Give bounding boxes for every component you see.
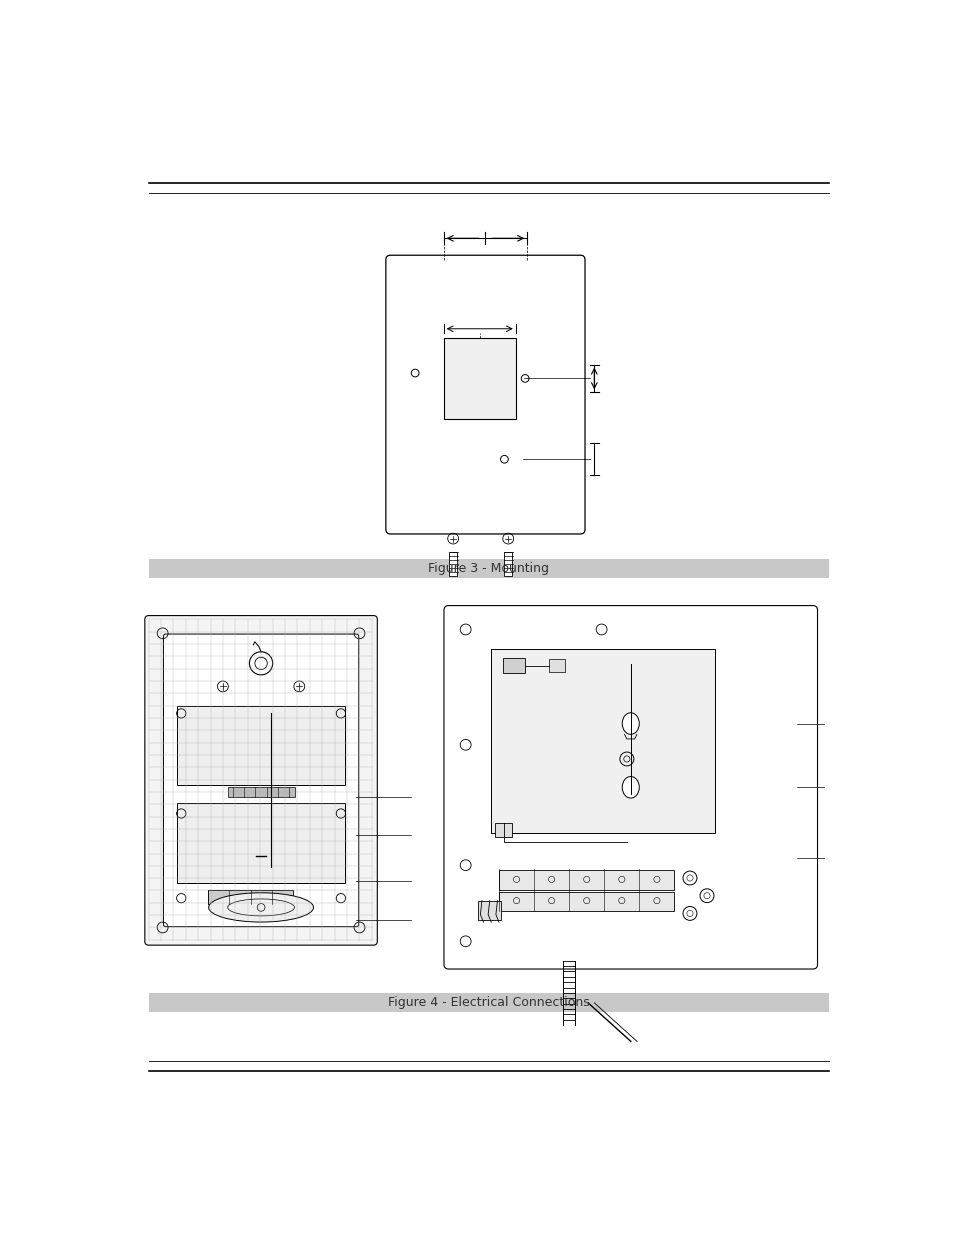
Bar <box>449 552 456 576</box>
Ellipse shape <box>621 777 639 798</box>
FancyBboxPatch shape <box>443 605 817 969</box>
Bar <box>177 803 344 883</box>
FancyBboxPatch shape <box>145 615 377 945</box>
FancyBboxPatch shape <box>163 634 358 926</box>
Bar <box>491 648 714 834</box>
Bar <box>498 871 674 890</box>
Bar <box>149 993 828 1011</box>
Bar <box>149 559 828 578</box>
Text: Figure 3 - Mounting: Figure 3 - Mounting <box>428 562 549 576</box>
Bar <box>177 705 344 785</box>
Ellipse shape <box>209 893 314 923</box>
Bar <box>549 659 564 672</box>
Bar <box>208 889 294 904</box>
Bar <box>443 338 516 419</box>
Bar <box>495 823 512 836</box>
Bar <box>502 658 524 673</box>
Bar <box>228 787 294 797</box>
Bar <box>477 900 500 920</box>
Ellipse shape <box>621 713 639 735</box>
Bar <box>504 552 512 576</box>
FancyBboxPatch shape <box>385 256 584 534</box>
Text: Figure 4 - Electrical Connections: Figure 4 - Electrical Connections <box>388 995 589 1009</box>
Bar <box>498 892 674 911</box>
